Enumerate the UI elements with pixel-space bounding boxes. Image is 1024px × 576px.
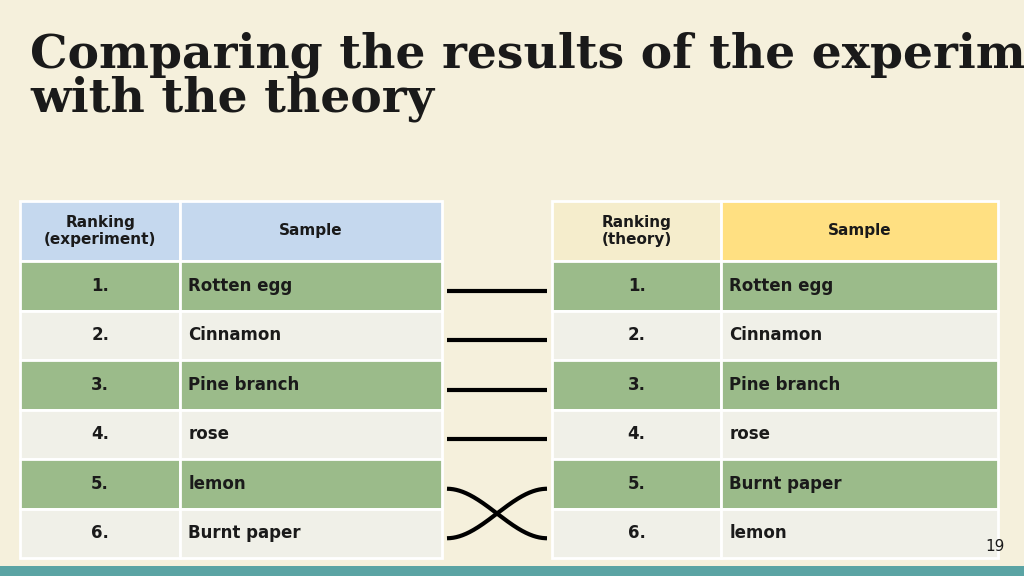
Text: 3.: 3. xyxy=(628,376,646,394)
Text: 4.: 4. xyxy=(91,425,110,444)
Polygon shape xyxy=(180,509,442,558)
Text: Burnt paper: Burnt paper xyxy=(729,475,842,492)
Polygon shape xyxy=(20,201,180,261)
Text: 4.: 4. xyxy=(628,425,646,444)
Text: Pine branch: Pine branch xyxy=(188,376,300,394)
Text: rose: rose xyxy=(729,425,770,444)
Text: 3.: 3. xyxy=(91,376,110,394)
Polygon shape xyxy=(552,459,722,509)
Text: 2.: 2. xyxy=(91,326,110,344)
Text: 6.: 6. xyxy=(628,524,646,542)
Text: Sample: Sample xyxy=(280,223,343,238)
Text: Burnt paper: Burnt paper xyxy=(188,524,301,542)
Text: 5.: 5. xyxy=(628,475,646,492)
Text: with the theory: with the theory xyxy=(30,76,434,123)
Text: 1.: 1. xyxy=(91,276,110,295)
Polygon shape xyxy=(180,459,442,509)
Polygon shape xyxy=(180,310,442,360)
Text: 2.: 2. xyxy=(628,326,646,344)
Polygon shape xyxy=(552,410,722,459)
Text: Rotten egg: Rotten egg xyxy=(729,276,834,295)
Polygon shape xyxy=(20,509,180,558)
Polygon shape xyxy=(722,360,998,410)
Polygon shape xyxy=(180,201,442,261)
Text: 5.: 5. xyxy=(91,475,110,492)
Text: 6.: 6. xyxy=(91,524,110,542)
Polygon shape xyxy=(552,261,722,310)
Text: Sample: Sample xyxy=(828,223,892,238)
Text: Ranking
(theory): Ranking (theory) xyxy=(602,215,672,247)
Polygon shape xyxy=(722,509,998,558)
Text: lemon: lemon xyxy=(729,524,787,542)
Polygon shape xyxy=(722,310,998,360)
Polygon shape xyxy=(552,310,722,360)
Text: Pine branch: Pine branch xyxy=(729,376,841,394)
Text: Rotten egg: Rotten egg xyxy=(188,276,293,295)
Text: 1.: 1. xyxy=(628,276,646,295)
Polygon shape xyxy=(20,360,180,410)
Text: Cinnamon: Cinnamon xyxy=(188,326,282,344)
Polygon shape xyxy=(180,410,442,459)
Text: Cinnamon: Cinnamon xyxy=(729,326,822,344)
Polygon shape xyxy=(180,360,442,410)
Polygon shape xyxy=(20,310,180,360)
Polygon shape xyxy=(0,566,1024,576)
Polygon shape xyxy=(552,201,722,261)
Polygon shape xyxy=(552,360,722,410)
Polygon shape xyxy=(722,459,998,509)
Polygon shape xyxy=(20,261,180,310)
Polygon shape xyxy=(722,410,998,459)
Polygon shape xyxy=(552,509,722,558)
Text: lemon: lemon xyxy=(188,475,246,492)
Polygon shape xyxy=(180,261,442,310)
Polygon shape xyxy=(722,201,998,261)
Polygon shape xyxy=(20,410,180,459)
Text: Comparing the results of the experiment: Comparing the results of the experiment xyxy=(30,31,1024,78)
Polygon shape xyxy=(20,459,180,509)
Text: Ranking
(experiment): Ranking (experiment) xyxy=(44,215,157,247)
Text: 19: 19 xyxy=(986,539,1005,554)
Text: rose: rose xyxy=(188,425,229,444)
Polygon shape xyxy=(722,261,998,310)
